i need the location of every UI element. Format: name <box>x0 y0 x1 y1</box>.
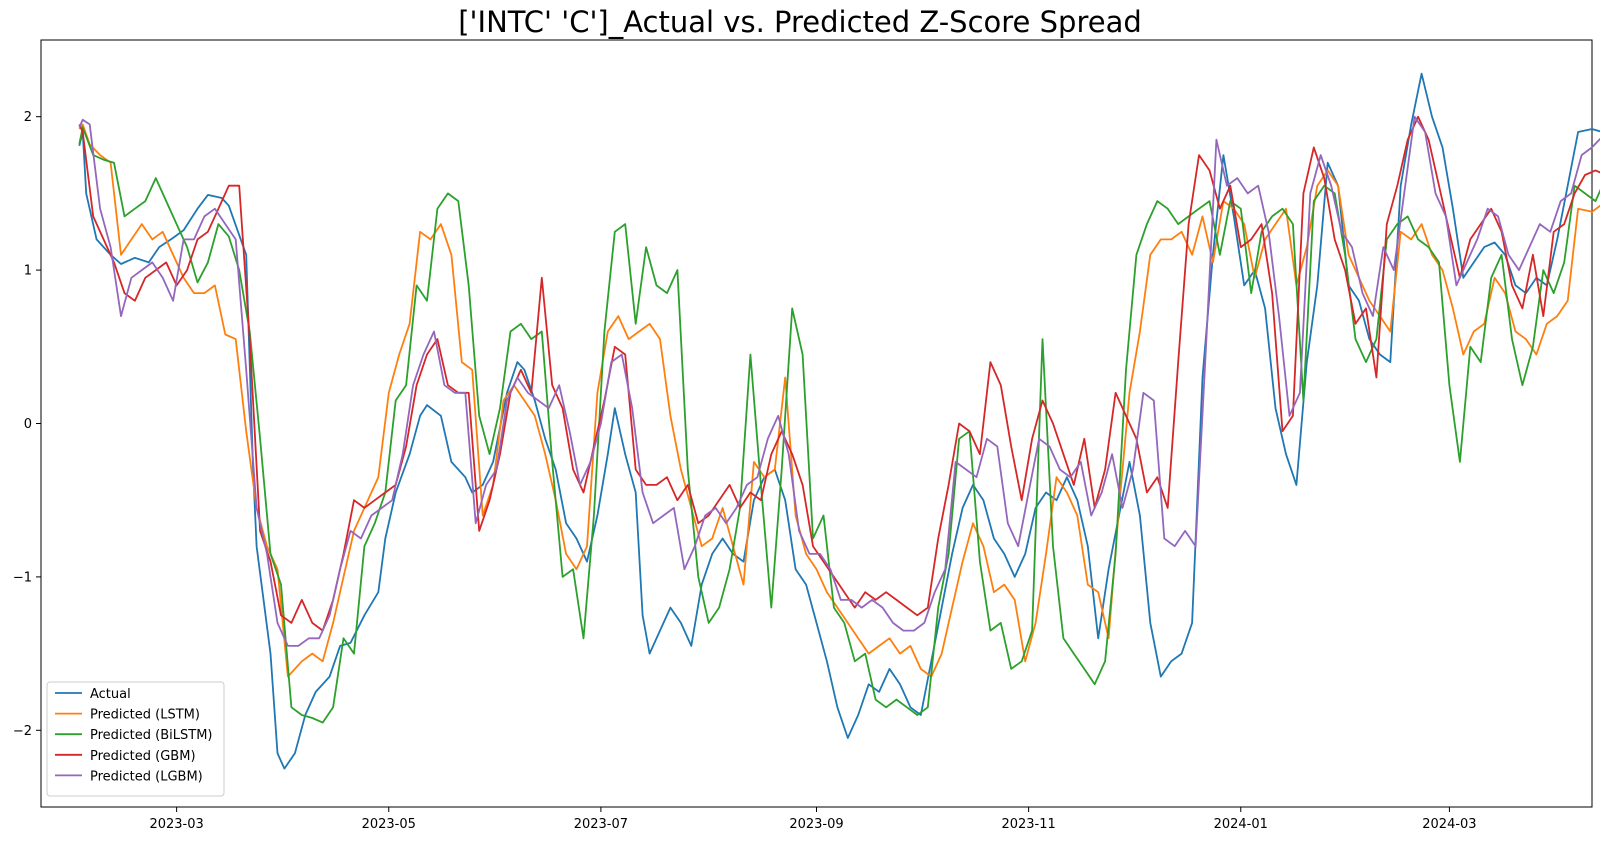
series-layer <box>78 72 1600 770</box>
legend-label: Predicted (LGBM) <box>90 769 203 784</box>
legend-label: Predicted (BiLSTM) <box>90 728 212 743</box>
legend-box <box>46 681 225 797</box>
y-tick-label: 1 <box>24 264 32 279</box>
y-axis: −2 −1 0 1 2 <box>13 110 41 739</box>
x-tick-label: 2023-05 <box>362 817 416 832</box>
legend-label: Predicted (GBM) <box>90 749 196 764</box>
y-tick-label: −2 <box>13 724 32 739</box>
legend-label: Actual <box>90 687 131 702</box>
x-tick-label: 2023-11 <box>1001 817 1055 832</box>
y-tick-label: −1 <box>13 570 32 585</box>
x-axis: 2023-03 2023-05 2023-07 2023-09 2023-11 2024-… <box>149 807 1477 832</box>
x-tick-label: 2024-03 <box>1422 817 1476 832</box>
legend: Actual Predicted (LSTM) Predicted (BiLSTM)… <box>46 681 225 797</box>
y-tick-label: 0 <box>24 417 32 432</box>
x-tick-label: 2023-07 <box>574 817 628 832</box>
series-line-3 <box>78 115 1600 632</box>
x-tick-label: 2023-09 <box>789 817 843 832</box>
series-line-1 <box>78 123 1600 678</box>
legend-label: Predicted (LSTM) <box>90 708 200 723</box>
chart-title: ['INTC' 'C']_Actual vs. Predicted Z-Scor… <box>458 5 1142 39</box>
y-tick-label: 2 <box>24 110 32 125</box>
series-line-4 <box>78 115 1600 647</box>
x-tick-label: 2024-01 <box>1214 817 1268 832</box>
x-tick-label: 2023-03 <box>149 817 203 832</box>
